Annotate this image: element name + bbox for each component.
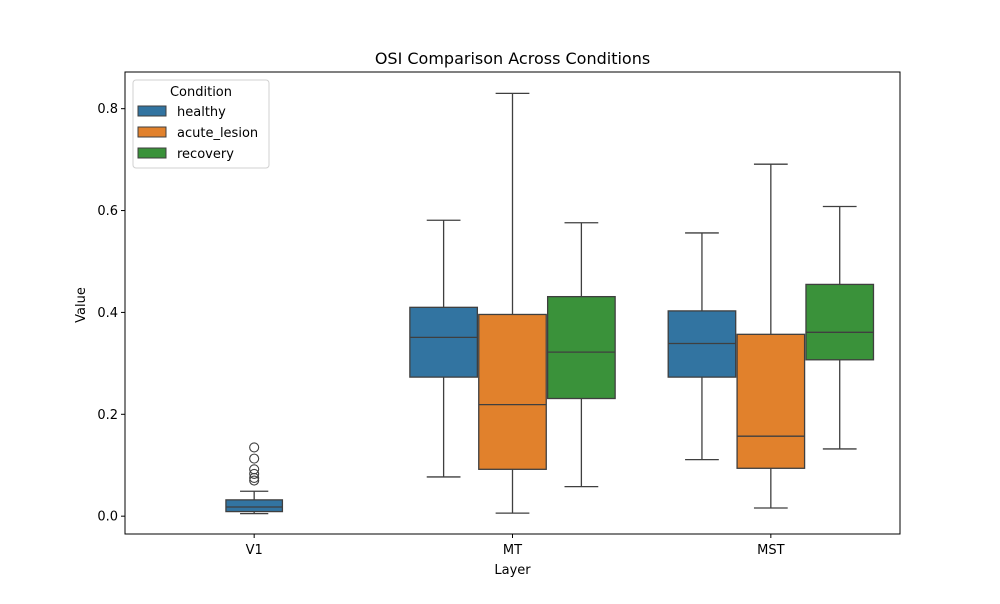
box-recovery-MT <box>546 222 616 488</box>
axes: 0.0 0.2 0.4 0.6 0.8 V1 MT MST <box>97 71 901 558</box>
box-healthy-V1 <box>225 442 284 515</box>
box-recovery-MT-body <box>546 295 616 400</box>
box-healthy-V1-outlier-5 <box>249 442 260 453</box>
plot-area <box>225 92 875 515</box>
y-tick-label-0: 0.0 <box>97 510 118 525</box>
box-recovery-MST-body <box>805 283 875 361</box>
x-tick-label-V1: V1 <box>246 543 263 558</box>
x-axis-label: Layer <box>494 563 531 578</box>
box-healthy-MT <box>409 219 479 478</box>
box-acute_lesion-MT <box>478 92 547 514</box>
y-axis-label: Value <box>74 287 89 323</box>
box-acute_lesion-MST <box>736 163 806 509</box>
y-tick-label-1: 0.2 <box>97 408 118 423</box>
legend-swatch-healthy <box>137 105 167 117</box>
legend-title: Condition <box>170 85 232 100</box>
x-tick-label-MST: MST <box>757 543 784 558</box>
chart-title: OSI Comparison Across Conditions <box>375 49 650 68</box>
legend-label-healthy: healthy <box>177 105 226 120</box>
y-tick-label-2: 0.4 <box>97 306 118 321</box>
legend: Condition healthy acute_lesion recovery <box>132 79 270 169</box>
box-acute_lesion-MST-body <box>736 333 806 469</box>
legend-swatch-acute_lesion <box>137 126 167 138</box>
legend-box <box>132 79 270 169</box>
box-healthy-MST <box>667 232 737 461</box>
y-tick-label-4: 0.8 <box>97 102 118 117</box>
box-healthy-V1-outlier-3 <box>249 464 260 475</box>
legend-label-recovery: recovery <box>177 147 234 162</box>
box-recovery-MST <box>805 205 875 450</box>
box-healthy-V1-outlier-0 <box>249 475 260 486</box>
legend-swatch-recovery <box>137 147 167 159</box>
box-healthy-V1-outlier-2 <box>249 468 260 479</box>
y-tick-label-3: 0.6 <box>97 204 118 219</box>
x-tick-label-MT: MT <box>503 543 522 558</box>
box-healthy-V1-body <box>225 499 284 513</box>
box-acute_lesion-MT-body <box>478 313 547 470</box>
box-healthy-V1-outlier-4 <box>249 453 260 464</box>
box-healthy-MT-body <box>409 306 479 378</box>
legend-label-acute_lesion: acute_lesion <box>177 126 258 141</box>
